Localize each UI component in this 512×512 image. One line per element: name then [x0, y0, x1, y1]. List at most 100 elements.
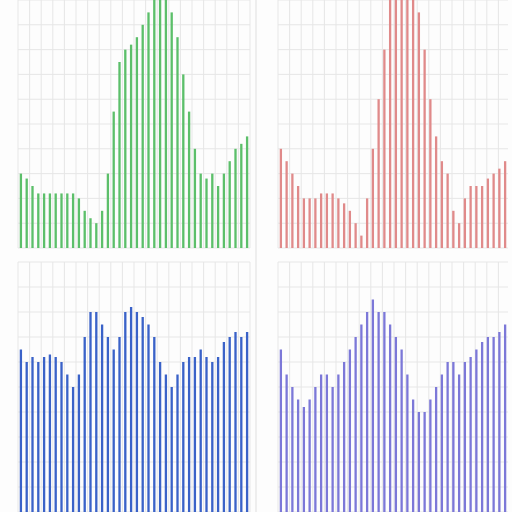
- bar: [337, 374, 340, 512]
- bar: [124, 49, 127, 248]
- bar: [429, 399, 432, 512]
- bar: [383, 49, 386, 248]
- bar: [112, 111, 115, 248]
- bar: [296, 399, 300, 512]
- bar: [400, 349, 403, 512]
- bar: [228, 337, 231, 512]
- bar: [469, 186, 472, 248]
- bar: [31, 186, 34, 248]
- bar: [423, 412, 426, 512]
- bar: [25, 178, 28, 248]
- bar: [118, 62, 121, 248]
- bar: [100, 210, 104, 248]
- bar: [291, 387, 294, 512]
- bar: [193, 357, 197, 512]
- bar: [147, 12, 150, 249]
- bar: [406, 374, 409, 512]
- bar: [19, 349, 23, 512]
- bar: [240, 337, 243, 512]
- bar: [377, 99, 380, 248]
- bar: [377, 312, 380, 512]
- bar: [498, 168, 501, 248]
- bar: [423, 49, 426, 248]
- bar: [205, 357, 208, 512]
- bar: [434, 136, 438, 248]
- bar: [480, 186, 484, 248]
- bar: [452, 210, 455, 248]
- bar: [406, 0, 409, 248]
- bar: [158, 362, 162, 512]
- bar: [342, 362, 346, 512]
- bar: [66, 193, 69, 248]
- bar: [25, 362, 28, 512]
- bar: [199, 349, 202, 512]
- bar: [100, 324, 104, 512]
- bar: [325, 193, 329, 248]
- bar: [83, 337, 86, 512]
- bar: [187, 111, 191, 248]
- bar: [285, 374, 288, 512]
- bar: [411, 399, 415, 512]
- bar: [492, 173, 495, 248]
- bar: [164, 0, 168, 248]
- bar: [60, 362, 63, 512]
- bar: [245, 332, 249, 512]
- bar: [37, 193, 40, 248]
- bar: [457, 374, 461, 512]
- bar: [417, 412, 421, 512]
- bar: [193, 148, 197, 248]
- bar: [19, 173, 23, 248]
- bar: [492, 337, 495, 512]
- bar: [365, 198, 369, 248]
- bar: [434, 387, 438, 512]
- bar: [95, 312, 98, 512]
- bar: [89, 218, 92, 248]
- bar: [234, 148, 237, 248]
- bar: [182, 362, 185, 512]
- bar: [342, 203, 346, 248]
- bar: [440, 374, 444, 512]
- bar: [112, 349, 115, 512]
- bar: [158, 0, 162, 248]
- bar: [429, 99, 432, 248]
- bar: [54, 357, 57, 512]
- bar: [71, 193, 75, 248]
- bar: [147, 324, 150, 512]
- bar: [503, 324, 507, 512]
- bar: [308, 399, 311, 512]
- bar: [187, 357, 191, 512]
- bar: [124, 312, 127, 512]
- bar: [360, 235, 363, 248]
- bar: [205, 178, 208, 248]
- bar: [129, 44, 133, 248]
- bar: [440, 161, 444, 248]
- bar: [118, 337, 121, 512]
- bar: [314, 198, 317, 248]
- bar: [463, 198, 467, 248]
- bar: [106, 337, 110, 512]
- bar: [388, 0, 392, 248]
- bar: [279, 349, 283, 512]
- bar: [319, 193, 323, 248]
- bar: [141, 24, 144, 248]
- bar: [170, 387, 173, 512]
- bar: [348, 349, 352, 512]
- bar: [95, 223, 98, 248]
- bar: [170, 12, 173, 249]
- bar: [383, 312, 386, 512]
- bar: [417, 12, 421, 249]
- bar: [106, 173, 110, 248]
- bar: [291, 173, 294, 248]
- bar: [296, 186, 300, 248]
- bar: [129, 307, 133, 512]
- bar: [354, 337, 357, 512]
- bar: [77, 374, 81, 512]
- bar: [141, 317, 144, 512]
- bar: [164, 374, 168, 512]
- bar: [354, 223, 357, 248]
- bar: [199, 173, 202, 248]
- bar: [48, 354, 52, 512]
- bar: [234, 332, 237, 512]
- bar: [60, 193, 63, 248]
- bar: [486, 337, 490, 512]
